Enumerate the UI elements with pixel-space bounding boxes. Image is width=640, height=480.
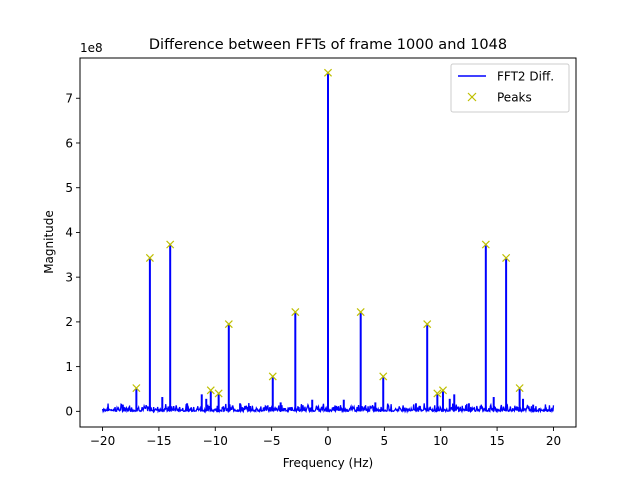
legend-label-peaks: Peaks: [497, 91, 532, 105]
peak-marker: [291, 308, 300, 317]
peak-marker: [166, 240, 175, 249]
peak-marker: [268, 372, 277, 381]
y-axis-ticks: 0 1 2 3 4 5 6 7: [65, 92, 80, 419]
x-tick-label: 10: [433, 434, 448, 448]
peak-marker: [423, 320, 432, 329]
legend-label-fft2-diff: FFT2 Diff.: [497, 70, 554, 84]
x-tick-label: 15: [489, 434, 504, 448]
y-tick-label: 3: [65, 270, 73, 284]
x-tick-label: 20: [546, 434, 561, 448]
peak-marker: [502, 253, 511, 262]
x-axis-label: Frequency (Hz): [283, 456, 374, 470]
peak-marker: [433, 389, 442, 398]
y-tick-label: 0: [65, 405, 73, 419]
chart-title: Difference between FFTs of frame 1000 an…: [149, 37, 507, 53]
x-tick-label: 5: [381, 434, 389, 448]
y-tick-label: 2: [65, 315, 73, 329]
peak-marker: [132, 384, 141, 393]
x-tick-label: −5: [263, 434, 281, 448]
peak-marker: [438, 386, 448, 395]
peak-marker: [224, 320, 233, 329]
peak-marker: [379, 372, 388, 381]
y-tick-label: 6: [65, 136, 73, 150]
y-tick-label: 4: [65, 226, 73, 240]
y-tick-label: 5: [65, 181, 73, 195]
x-tick-label: −20: [90, 434, 115, 448]
peak-marker: [214, 389, 223, 398]
y-tick-label: 1: [65, 360, 73, 374]
y-tick-label: 7: [65, 92, 73, 106]
plot-area: [101, 68, 555, 414]
y-offset-label: 1e8: [80, 41, 103, 55]
peak-marker: [515, 384, 524, 393]
peak-marker: [206, 386, 215, 395]
legend: FFT2 Diff. Peaks: [450, 63, 570, 113]
x-tick-label: −10: [203, 434, 228, 448]
y-axis-label: Magnitude: [42, 210, 56, 274]
x-tick-label: 0: [324, 434, 332, 448]
x-axis-ticks: −20 −15 −10 −5 0 5 10 15 20: [90, 427, 561, 448]
peak-marker: [145, 253, 154, 262]
legend-marker-swatch: [467, 92, 477, 102]
peak-marker: [481, 240, 490, 249]
peak-marker: [323, 68, 333, 77]
x-tick-label: −15: [146, 434, 171, 448]
peak-marker: [356, 308, 365, 317]
